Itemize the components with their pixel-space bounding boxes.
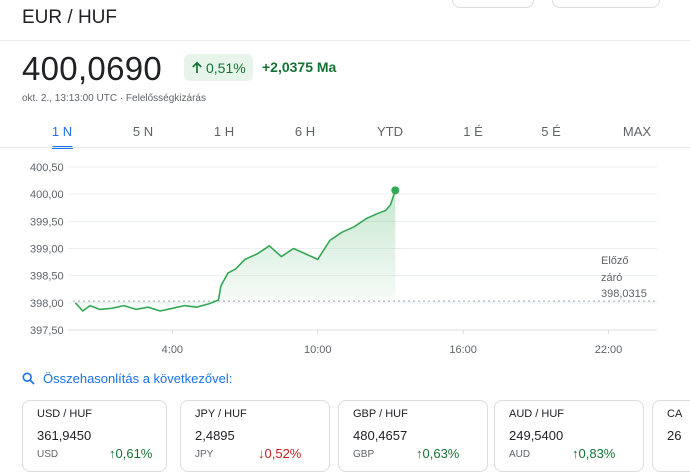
arrow-up-icon: ↑ bbox=[572, 446, 579, 461]
card-name: JPY / HUF bbox=[195, 408, 247, 420]
tab-5-days[interactable]: 5 N bbox=[132, 124, 154, 139]
x-tick-label: 22:00 bbox=[595, 344, 623, 356]
y-tick-label: 400,00 bbox=[30, 189, 64, 201]
previous-close-label-line1: Előző bbox=[601, 255, 629, 267]
compare-card-usd-huf[interactable]: USD / HUF 361,9450 USD ↑0,61% bbox=[22, 400, 167, 472]
tab-ytd[interactable]: YTD bbox=[377, 124, 403, 139]
timeframe-tabs: 1 N 5 N 1 H 6 H YTD 1 É 5 É MAX bbox=[0, 118, 690, 149]
currency-pair-title: EUR / HUF bbox=[22, 7, 117, 28]
change-absolute: +2,0375 Ma bbox=[262, 59, 337, 75]
previous-close-value: 398,0315 bbox=[601, 288, 647, 300]
current-price: 400,0690 bbox=[22, 50, 163, 87]
card-code: JPY bbox=[195, 449, 214, 460]
x-tick-label: 16:00 bbox=[449, 344, 477, 356]
price-chart[interactable]: 400,50 400,00 399,50 399,00 398,50 398,00 397,… bbox=[0, 150, 690, 362]
card-code: USD bbox=[37, 449, 59, 460]
compare-card-gbp-huf[interactable]: GBP / HUF 480,4657 GBP ↑0,63% bbox=[338, 400, 488, 472]
arrow-down-icon: ↓ bbox=[258, 446, 265, 461]
top-action-button-1[interactable] bbox=[452, 0, 534, 8]
change-percent: 0,51% bbox=[206, 59, 246, 76]
card-name: CA bbox=[667, 408, 683, 420]
y-tick-label: 398,00 bbox=[30, 298, 64, 310]
card-value: 480,4657 bbox=[353, 428, 408, 443]
card-name: GBP / HUF bbox=[353, 408, 408, 420]
arrow-up-icon bbox=[192, 61, 202, 73]
arrow-up-icon: ↑ bbox=[109, 446, 116, 461]
tab-max[interactable]: MAX bbox=[622, 124, 652, 139]
previous-close-label-line2: záró bbox=[601, 272, 622, 284]
card-change: ↑0,61% bbox=[109, 446, 152, 461]
tab-6-months[interactable]: 6 H bbox=[294, 124, 316, 139]
top-action-button-2[interactable] bbox=[552, 0, 660, 8]
price-area-fill bbox=[75, 190, 396, 311]
tab-5-years[interactable]: 5 É bbox=[541, 124, 561, 139]
y-tick-label: 397,50 bbox=[30, 325, 64, 337]
x-tick-label: 4:00 bbox=[162, 344, 183, 356]
header-divider bbox=[0, 40, 690, 41]
compare-card-aud-huf[interactable]: AUD / HUF 249,5400 AUD ↑0,83% bbox=[494, 400, 644, 472]
card-change-value: 0,63% bbox=[422, 446, 460, 461]
compare-with-link[interactable]: Összehasonlítás a következővel: bbox=[22, 371, 232, 386]
card-value: 2,4895 bbox=[195, 428, 235, 443]
card-change: ↓0,52% bbox=[258, 446, 301, 461]
tab-1-month[interactable]: 1 H bbox=[213, 124, 235, 139]
card-change-value: 0,83% bbox=[578, 446, 616, 461]
last-price-dot bbox=[391, 186, 400, 195]
card-value: 249,5400 bbox=[509, 428, 564, 443]
card-value: 26 bbox=[667, 428, 682, 443]
card-value: 361,9450 bbox=[37, 428, 92, 443]
card-name: AUD / HUF bbox=[509, 408, 564, 420]
compare-label: Összehasonlítás a következővel: bbox=[43, 371, 233, 386]
card-change-value: 0,61% bbox=[115, 446, 153, 461]
arrow-up-icon: ↑ bbox=[416, 446, 423, 461]
card-change-value: 0,52% bbox=[264, 446, 302, 461]
tabs-divider bbox=[0, 147, 690, 148]
tab-1-day[interactable]: 1 N bbox=[51, 124, 73, 139]
compare-card-jpy-huf[interactable]: JPY / HUF 2,4895 JPY ↓0,52% bbox=[180, 400, 330, 472]
tab-1-year[interactable]: 1 É bbox=[463, 124, 483, 139]
y-tick-label: 398,50 bbox=[30, 271, 64, 283]
y-tick-label: 399,50 bbox=[30, 216, 64, 228]
card-name: USD / HUF bbox=[37, 408, 92, 420]
card-change: ↑0,63% bbox=[416, 446, 459, 461]
card-code: GBP bbox=[353, 449, 375, 460]
compare-card-partial[interactable]: CA 26 bbox=[652, 400, 690, 472]
quote-timestamp-disclaimer[interactable]: okt. 2., 13:13:00 UTC · Felelősségkizárá… bbox=[22, 93, 206, 104]
change-percent-chip: 0,51% bbox=[184, 54, 253, 81]
y-tick-label: 400,50 bbox=[30, 162, 64, 174]
price-line bbox=[74, 190, 397, 312]
card-code: AUD bbox=[509, 449, 531, 460]
x-tick-label: 10:00 bbox=[304, 344, 332, 356]
search-icon bbox=[22, 372, 35, 385]
card-change: ↑0,83% bbox=[572, 446, 615, 461]
y-tick-label: 399,00 bbox=[30, 244, 64, 256]
